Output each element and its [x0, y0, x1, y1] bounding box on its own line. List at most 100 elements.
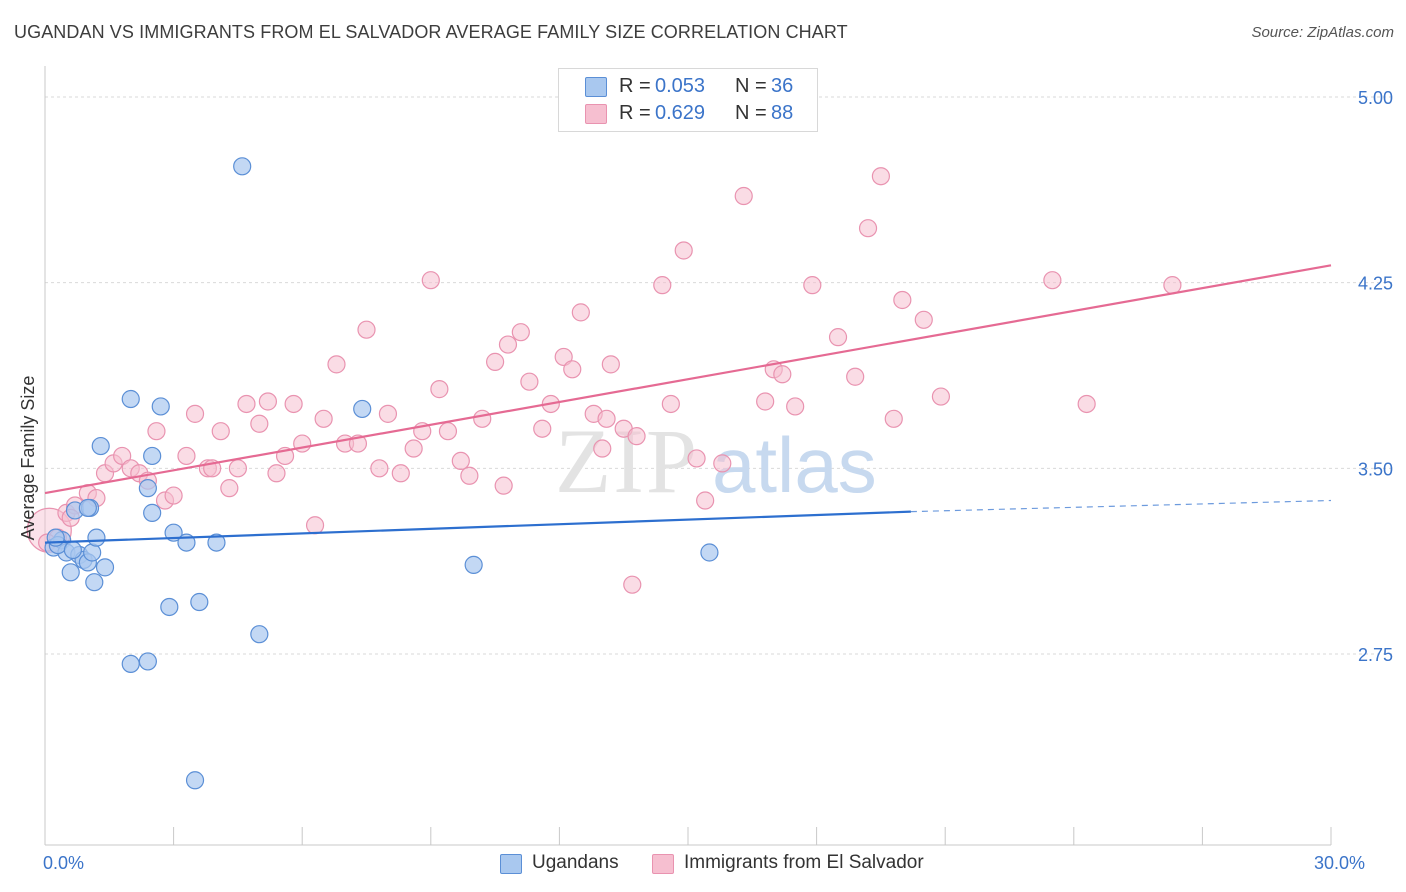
data-point-elsalvador [357, 320, 376, 339]
data-point-elsalvador [250, 414, 269, 433]
bottom-legend-swatch-ugandans [500, 854, 522, 874]
data-point-ugandans [61, 563, 80, 582]
data-point-elsalvador [305, 516, 325, 535]
data-point-elsalvador [533, 419, 552, 438]
trendlines [44, 264, 1332, 544]
data-point-elsalvador [687, 449, 706, 468]
data-point-ugandans [63, 540, 82, 560]
data-point-ugandans [143, 446, 162, 466]
data-point-elsalvador [438, 422, 458, 441]
data-point-ugandans [121, 654, 140, 674]
legend-swatch-ugandans [585, 77, 607, 97]
legend-r-value: 0.629 [655, 102, 706, 124]
data-point-ugandans [46, 528, 65, 547]
source-label: Source: ZipAtlas.com [1251, 24, 1394, 41]
data-point-elsalvador [520, 372, 539, 391]
data-point-ugandans [185, 771, 205, 790]
data-point-elsalvador [473, 409, 492, 428]
data-point-elsalvador [571, 303, 590, 322]
legend-swatch-elsalvador [585, 104, 607, 124]
data-point-elsalvador [734, 186, 753, 206]
y-tick-label: 4.25 [1358, 274, 1393, 294]
data-point-elsalvador [228, 459, 247, 478]
data-point-elsalvador [327, 355, 346, 374]
data-point-elsalvador [370, 459, 389, 478]
data-point-elsalvador [314, 409, 333, 428]
data-point-elsalvador [653, 276, 672, 295]
trendline-ugandans-extension [910, 499, 1332, 513]
data-point-ugandans [160, 597, 179, 617]
data-point-elsalvador [627, 427, 646, 446]
data-point-elsalvador [378, 404, 398, 423]
legend-n-label: N = [735, 102, 767, 124]
data-point-elsalvador [563, 360, 582, 379]
data-point-elsalvador [391, 464, 410, 483]
data-point-ugandans [207, 533, 226, 552]
y-tick-label: 3.50 [1358, 459, 1393, 479]
legend-r-label: R = [619, 102, 651, 124]
data-point-ugandans [143, 503, 162, 522]
bottom-legend-swatch-elsalvador [652, 854, 674, 874]
data-point-elsalvador [661, 394, 680, 414]
data-point-ugandans [121, 389, 140, 409]
data-point-elsalvador [884, 409, 903, 428]
data-point-elsalvador [828, 328, 848, 347]
x-tick-label: 30.0% [1314, 853, 1365, 873]
correlation-legend: R = 0.053 N = 36 R = 0.629 N = 88 [558, 68, 818, 132]
tick-labels: 5.00 4.25 3.50 2.75 0.0% 30.0% [43, 88, 1393, 873]
axes [44, 66, 1332, 846]
data-point-ugandans [87, 528, 106, 547]
data-point-elsalvador [713, 454, 732, 473]
watermark-atlas: atlas [712, 421, 877, 509]
data-point-elsalvador [113, 446, 132, 466]
data-point-ugandans [190, 592, 209, 612]
data-point-elsalvador [554, 347, 573, 367]
legend-r-value: 0.053 [655, 75, 706, 97]
data-point-elsalvador [511, 323, 530, 342]
data-point-elsalvador [1043, 271, 1062, 290]
data-point-ugandans [138, 479, 157, 498]
data-point-elsalvador [220, 479, 239, 498]
data-point-elsalvador [498, 335, 518, 354]
data-point-elsalvador [211, 422, 230, 441]
data-point-ugandans [95, 558, 115, 577]
data-point-ugandans [353, 399, 372, 419]
series-elsalvador-points [26, 167, 1182, 594]
y-tick-label: 2.75 [1358, 645, 1393, 665]
data-point-elsalvador [147, 422, 166, 441]
data-point-elsalvador [871, 167, 891, 186]
data-point-elsalvador [177, 446, 196, 466]
legend-r-label: R = [619, 75, 651, 97]
data-point-elsalvador [164, 486, 183, 505]
data-point-elsalvador [696, 491, 715, 510]
data-point-elsalvador [421, 271, 440, 290]
data-point-elsalvador [914, 310, 933, 329]
data-point-ugandans [138, 652, 157, 671]
data-point-elsalvador [284, 394, 303, 414]
y-axis-label: Average Family Size [18, 376, 38, 541]
data-point-elsalvador [267, 464, 286, 483]
data-point-elsalvador [185, 404, 205, 423]
bottom-legend-label-elsalvador: Immigrants from El Salvador [684, 852, 924, 873]
data-point-elsalvador [858, 219, 878, 238]
data-point-ugandans [151, 397, 170, 416]
data-point-ugandans [700, 543, 719, 562]
data-point-elsalvador [430, 380, 449, 399]
series-ugandans-points [44, 157, 719, 790]
data-point-elsalvador [451, 451, 470, 471]
legend-n-value: 36 [771, 75, 794, 97]
data-point-elsalvador [931, 387, 951, 406]
trendline-ugandans [44, 510, 911, 544]
data-point-ugandans [250, 625, 269, 644]
data-point-ugandans [78, 498, 97, 518]
data-point-elsalvador [237, 394, 256, 414]
data-point-elsalvador [404, 439, 423, 458]
data-point-elsalvador [258, 392, 278, 411]
legend-n-value: 88 [771, 102, 794, 124]
bottom-legend-label-ugandans: Ugandans [532, 852, 619, 873]
x-tick-label: 0.0% [43, 853, 84, 873]
data-point-elsalvador [893, 290, 912, 310]
data-point-elsalvador [494, 476, 513, 495]
data-point-elsalvador [486, 352, 505, 371]
